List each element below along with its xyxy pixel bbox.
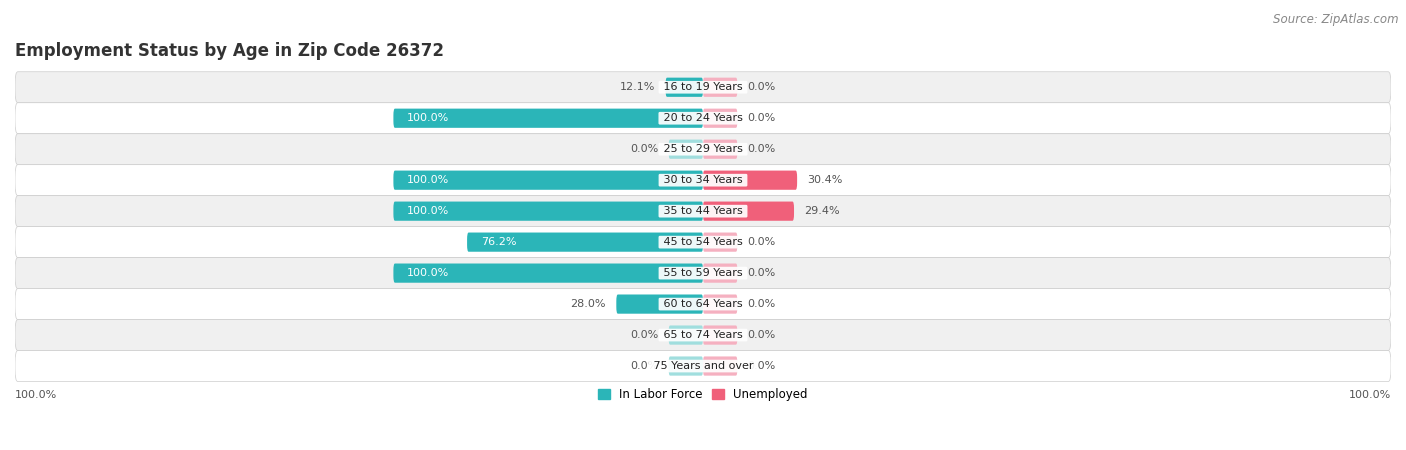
Text: 30 to 34 Years: 30 to 34 Years [659, 175, 747, 185]
FancyBboxPatch shape [703, 294, 737, 314]
Text: 0.0%: 0.0% [748, 82, 776, 92]
FancyBboxPatch shape [703, 325, 737, 345]
Text: 12.1%: 12.1% [620, 82, 655, 92]
Text: 0.0%: 0.0% [748, 113, 776, 123]
Text: 76.2%: 76.2% [481, 237, 516, 247]
Text: 0.0%: 0.0% [630, 330, 658, 340]
FancyBboxPatch shape [703, 78, 737, 97]
Text: 100.0%: 100.0% [15, 390, 58, 400]
FancyBboxPatch shape [394, 202, 703, 221]
FancyBboxPatch shape [15, 257, 1391, 288]
FancyBboxPatch shape [394, 171, 703, 190]
Text: 0.0%: 0.0% [748, 330, 776, 340]
FancyBboxPatch shape [15, 72, 1391, 103]
Text: 16 to 19 Years: 16 to 19 Years [659, 82, 747, 92]
Text: 0.0%: 0.0% [748, 299, 776, 309]
FancyBboxPatch shape [15, 134, 1391, 165]
FancyBboxPatch shape [703, 202, 794, 221]
FancyBboxPatch shape [703, 233, 737, 252]
Text: 0.0%: 0.0% [630, 361, 658, 371]
Text: Source: ZipAtlas.com: Source: ZipAtlas.com [1274, 14, 1399, 27]
FancyBboxPatch shape [15, 103, 1391, 134]
FancyBboxPatch shape [665, 78, 703, 97]
Text: 100.0%: 100.0% [408, 113, 450, 123]
FancyBboxPatch shape [394, 108, 703, 128]
Text: 20 to 24 Years: 20 to 24 Years [659, 113, 747, 123]
FancyBboxPatch shape [703, 108, 737, 128]
Text: 100.0%: 100.0% [408, 175, 450, 185]
FancyBboxPatch shape [703, 356, 737, 376]
FancyBboxPatch shape [15, 165, 1391, 196]
FancyBboxPatch shape [669, 325, 703, 345]
Text: 75 Years and over: 75 Years and over [650, 361, 756, 371]
FancyBboxPatch shape [703, 171, 797, 190]
Text: 0.0%: 0.0% [748, 361, 776, 371]
Text: 30.4%: 30.4% [807, 175, 842, 185]
Text: 45 to 54 Years: 45 to 54 Years [659, 237, 747, 247]
Text: 0.0%: 0.0% [630, 144, 658, 154]
FancyBboxPatch shape [15, 351, 1391, 382]
Text: Employment Status by Age in Zip Code 26372: Employment Status by Age in Zip Code 263… [15, 42, 444, 60]
FancyBboxPatch shape [15, 227, 1391, 257]
Text: 100.0%: 100.0% [408, 268, 450, 278]
FancyBboxPatch shape [616, 294, 703, 314]
FancyBboxPatch shape [394, 264, 703, 283]
Legend: In Labor Force, Unemployed: In Labor Force, Unemployed [593, 383, 813, 406]
Text: 55 to 59 Years: 55 to 59 Years [659, 268, 747, 278]
Text: 100.0%: 100.0% [408, 206, 450, 216]
Text: 28.0%: 28.0% [571, 299, 606, 309]
Text: 0.0%: 0.0% [748, 144, 776, 154]
Text: 60 to 64 Years: 60 to 64 Years [659, 299, 747, 309]
FancyBboxPatch shape [15, 196, 1391, 227]
FancyBboxPatch shape [15, 320, 1391, 351]
FancyBboxPatch shape [669, 140, 703, 159]
Text: 100.0%: 100.0% [1348, 390, 1391, 400]
FancyBboxPatch shape [703, 264, 737, 283]
FancyBboxPatch shape [703, 140, 737, 159]
Text: 35 to 44 Years: 35 to 44 Years [659, 206, 747, 216]
FancyBboxPatch shape [669, 356, 703, 376]
Text: 0.0%: 0.0% [748, 237, 776, 247]
FancyBboxPatch shape [467, 233, 703, 252]
Text: 29.4%: 29.4% [804, 206, 839, 216]
FancyBboxPatch shape [15, 288, 1391, 319]
Text: 65 to 74 Years: 65 to 74 Years [659, 330, 747, 340]
Text: 25 to 29 Years: 25 to 29 Years [659, 144, 747, 154]
Text: 0.0%: 0.0% [748, 268, 776, 278]
